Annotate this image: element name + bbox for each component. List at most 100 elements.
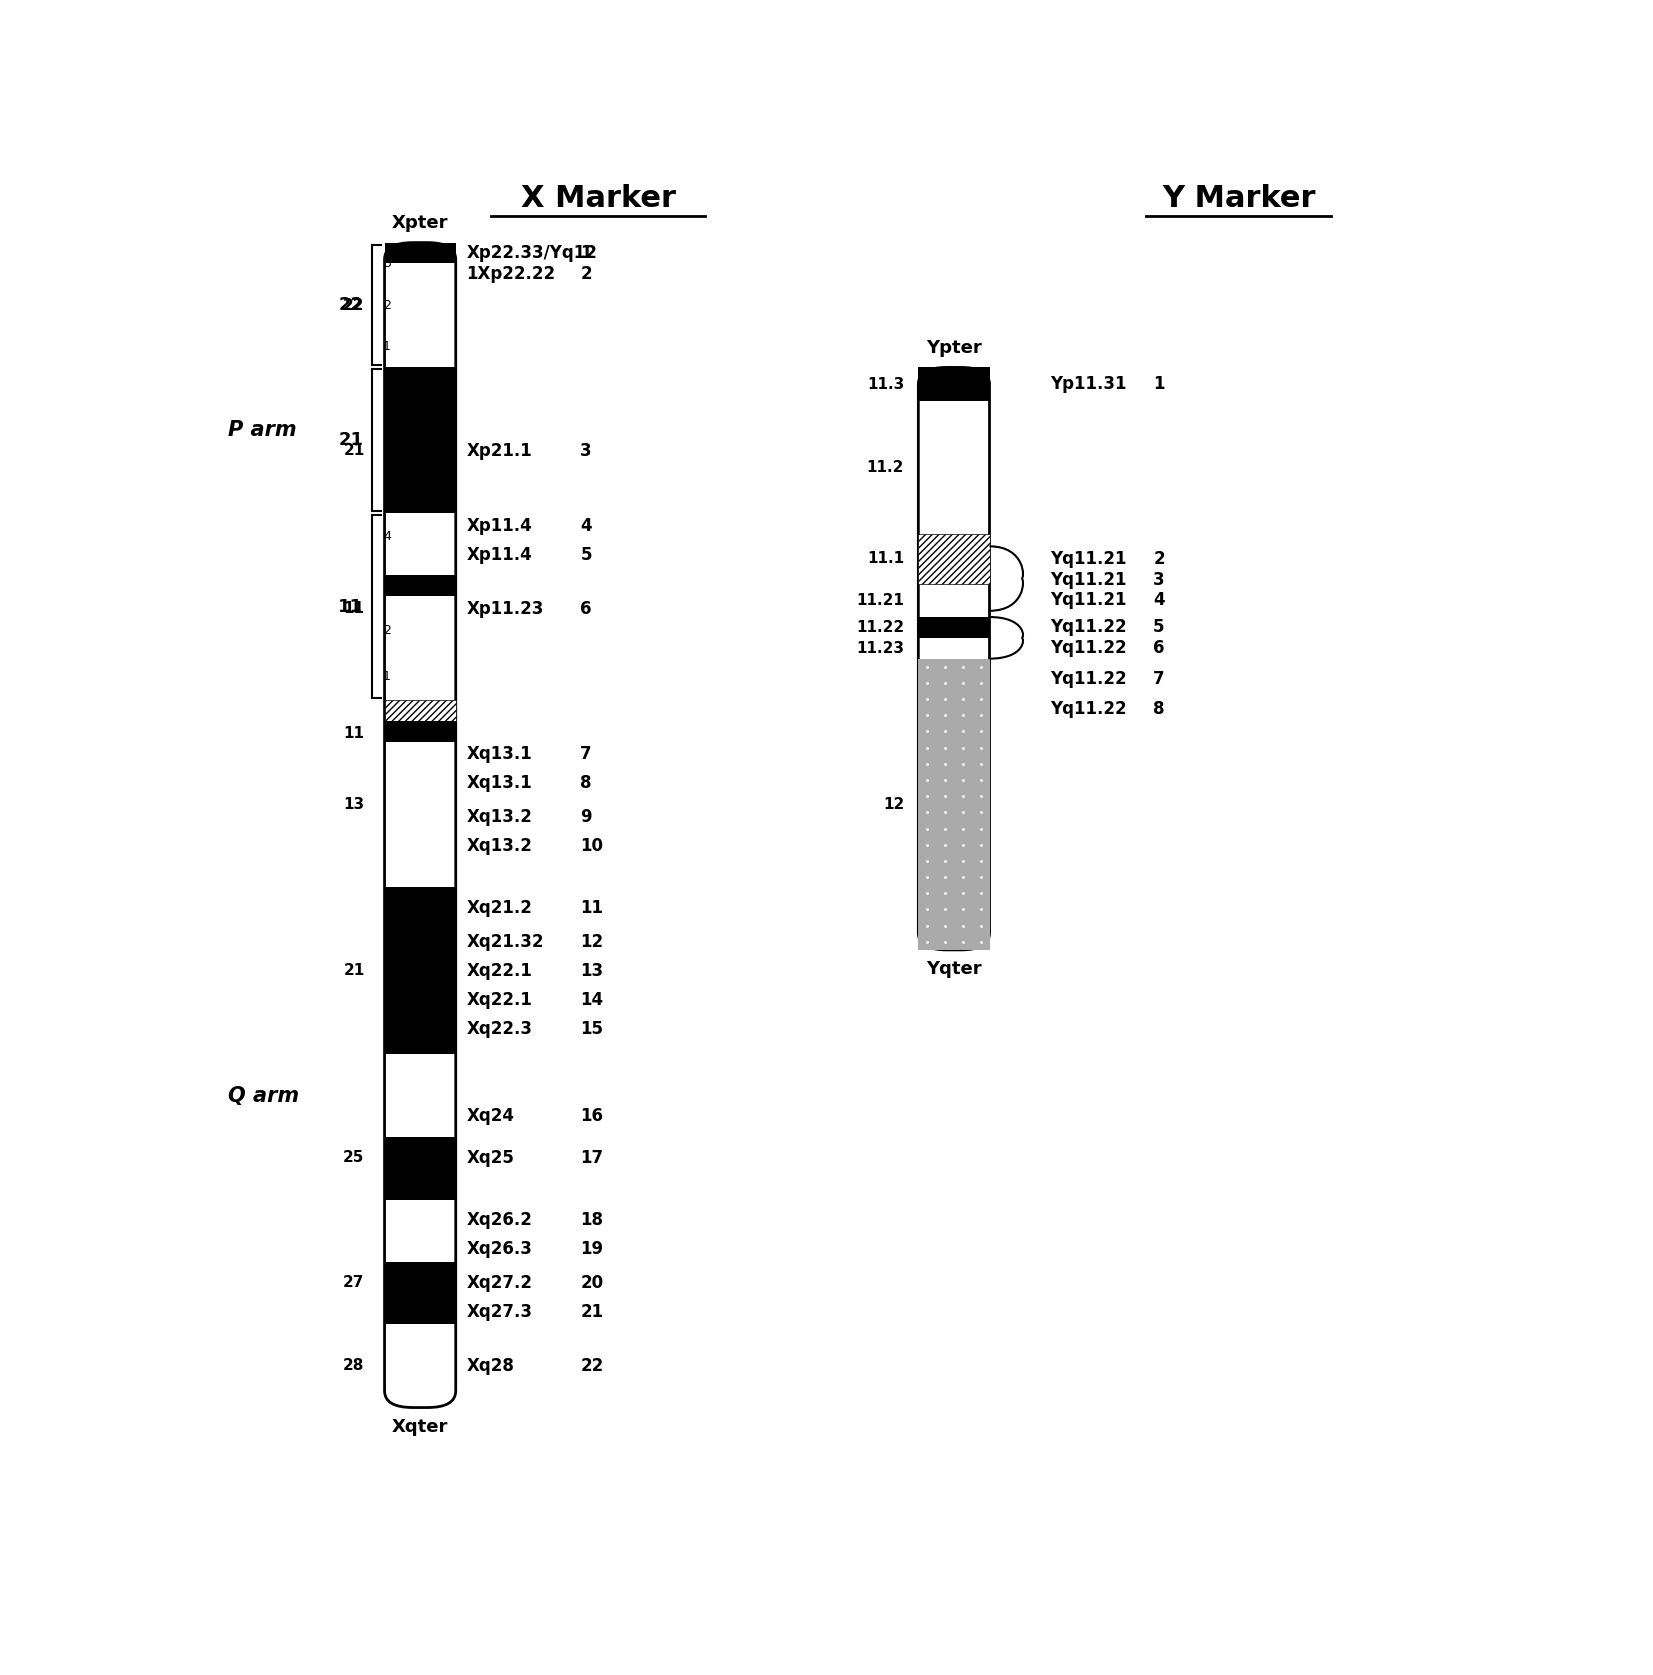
Text: 7: 7 — [1154, 670, 1165, 688]
Text: 12: 12 — [580, 933, 603, 951]
Bar — [385, 367, 456, 513]
Bar — [919, 616, 990, 638]
Text: Xq27.3: Xq27.3 — [466, 1303, 532, 1322]
Text: 21: 21 — [344, 444, 365, 459]
Text: Xq21.2: Xq21.2 — [466, 899, 532, 918]
Text: 11: 11 — [344, 725, 365, 740]
Text: Xq13.1: Xq13.1 — [466, 774, 532, 792]
Text: 1: 1 — [1154, 375, 1165, 394]
Text: 4: 4 — [1154, 591, 1165, 610]
Text: 11.22: 11.22 — [856, 620, 904, 635]
Text: 22: 22 — [344, 298, 365, 313]
Text: X Marker: X Marker — [521, 184, 676, 213]
Text: 11: 11 — [344, 601, 365, 616]
Text: Yqter: Yqter — [926, 960, 982, 978]
Text: 27: 27 — [344, 1275, 365, 1290]
Text: 2: 2 — [383, 623, 392, 636]
Text: 21: 21 — [344, 963, 365, 978]
Text: 22: 22 — [580, 1357, 603, 1375]
Bar — [919, 367, 990, 400]
Text: Y Marker: Y Marker — [1162, 184, 1316, 213]
Text: 8: 8 — [580, 774, 592, 792]
Text: P arm: P arm — [228, 420, 296, 441]
Text: 25: 25 — [344, 1151, 365, 1166]
Text: 1: 1 — [580, 245, 592, 261]
Text: Xq22.1: Xq22.1 — [466, 961, 532, 980]
Text: Yq11.22: Yq11.22 — [1050, 670, 1127, 688]
Text: 11: 11 — [339, 598, 364, 616]
Text: Xq22.1: Xq22.1 — [466, 992, 532, 1008]
Text: 6: 6 — [1154, 640, 1165, 657]
Text: 1Xp22.22: 1Xp22.22 — [466, 265, 555, 283]
Text: 16: 16 — [580, 1107, 603, 1126]
Text: Yq11.21: Yq11.21 — [1050, 549, 1126, 568]
Text: 15: 15 — [580, 1020, 603, 1038]
Bar — [385, 720, 456, 742]
Text: 11.21: 11.21 — [856, 593, 904, 608]
Text: 3: 3 — [1154, 571, 1165, 588]
Text: Q arm: Q arm — [228, 1085, 299, 1106]
Bar — [385, 700, 456, 720]
Text: Xq26.3: Xq26.3 — [466, 1241, 532, 1258]
Text: 11.3: 11.3 — [866, 377, 904, 392]
Text: Xq28: Xq28 — [466, 1357, 514, 1375]
Bar — [919, 534, 990, 585]
Text: 11.1: 11.1 — [866, 551, 904, 566]
Text: Xp21.1: Xp21.1 — [466, 442, 532, 459]
Text: 11.23: 11.23 — [856, 642, 904, 655]
Text: 3: 3 — [383, 576, 392, 590]
Text: Xp11.23: Xp11.23 — [466, 600, 544, 618]
Text: 4: 4 — [580, 516, 592, 534]
Text: 9: 9 — [580, 807, 592, 826]
FancyBboxPatch shape — [919, 367, 990, 950]
Text: 22: 22 — [339, 296, 364, 313]
Text: 1: 1 — [383, 482, 392, 496]
Text: 2: 2 — [580, 265, 592, 283]
Text: 2: 2 — [383, 298, 392, 312]
Text: 3: 3 — [383, 385, 392, 399]
Bar — [385, 1261, 456, 1325]
Text: Xq26.2: Xq26.2 — [466, 1211, 532, 1229]
Text: 12: 12 — [883, 797, 904, 812]
Text: Yq11.21: Yq11.21 — [1050, 571, 1126, 588]
Text: 21: 21 — [339, 430, 364, 449]
Text: 1: 1 — [383, 670, 392, 683]
Text: 28: 28 — [344, 1358, 365, 1374]
Text: Xpter: Xpter — [392, 214, 448, 233]
Text: 6: 6 — [580, 600, 592, 618]
Text: 13: 13 — [344, 797, 365, 812]
Text: Xq21.32: Xq21.32 — [466, 933, 544, 951]
Text: 2: 2 — [1154, 549, 1165, 568]
Bar — [385, 1137, 456, 1199]
Text: 1: 1 — [383, 340, 392, 353]
Text: Yq11.22: Yq11.22 — [1050, 618, 1127, 637]
Text: Xq13.1: Xq13.1 — [466, 745, 532, 764]
Text: Yq11.22: Yq11.22 — [1050, 700, 1127, 717]
Text: Xp11.4: Xp11.4 — [466, 546, 532, 564]
Text: Xq24: Xq24 — [466, 1107, 514, 1126]
Text: Ypter: Ypter — [926, 338, 982, 357]
Text: 3: 3 — [580, 442, 592, 459]
Text: 8: 8 — [1154, 700, 1165, 717]
Text: 11: 11 — [580, 899, 603, 918]
Text: 4: 4 — [383, 529, 392, 543]
Text: Xq13.2: Xq13.2 — [466, 807, 532, 826]
Bar — [385, 243, 456, 263]
Text: Xp22.33/Yq12: Xp22.33/Yq12 — [466, 245, 597, 261]
Text: 5: 5 — [1154, 618, 1165, 637]
Text: 17: 17 — [580, 1149, 603, 1167]
Text: 2: 2 — [383, 434, 392, 447]
Text: Xq25: Xq25 — [466, 1149, 514, 1167]
Text: 21: 21 — [580, 1303, 603, 1322]
Text: Xp11.4: Xp11.4 — [466, 516, 532, 534]
Bar — [385, 888, 456, 1054]
Text: 10: 10 — [580, 838, 603, 854]
Text: Yq11.21: Yq11.21 — [1050, 591, 1126, 610]
Text: 3: 3 — [383, 256, 392, 270]
Text: 7: 7 — [580, 745, 592, 764]
Text: Xq27.2: Xq27.2 — [466, 1273, 532, 1291]
Text: 11.2: 11.2 — [866, 459, 904, 474]
Text: Yp11.31: Yp11.31 — [1050, 375, 1126, 394]
FancyBboxPatch shape — [385, 243, 456, 1407]
Text: 5: 5 — [580, 546, 592, 564]
